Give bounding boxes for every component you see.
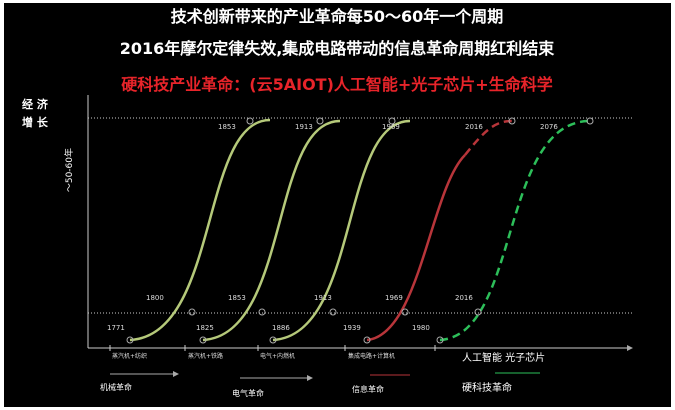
year: 1913: [295, 123, 313, 131]
title-line: 2016年摩尔定律失效,集成电路带动的信息革命周期红利结束: [120, 39, 556, 58]
year: 2016: [455, 294, 473, 302]
year: 1969: [382, 123, 400, 131]
era-label: 机械革命: [100, 382, 132, 392]
y-label: 经 济: [22, 97, 49, 111]
year: 1853: [218, 123, 236, 131]
year-labels: 1771 1800 1853 1825 1853 1913 1886 1913 …: [107, 123, 558, 332]
background: [4, 3, 671, 407]
year: 1939: [343, 324, 361, 332]
tech-label: 人工智能 光子芯片: [462, 351, 545, 364]
era-label: 信息革命: [352, 384, 384, 394]
year: 1886: [272, 324, 290, 332]
title-line: 硬科技产业革命：(云5AIOT)人工智能+光子芯片+生命科学: [121, 75, 552, 94]
year: 1800: [146, 294, 164, 302]
tech-label: 电气+内燃机: [260, 352, 295, 360]
year: 1853: [228, 294, 246, 302]
points: [126, 117, 594, 344]
y-label: 增 长: [22, 115, 49, 129]
period-label: ～50-60年: [63, 148, 75, 192]
year: 1825: [196, 324, 214, 332]
axes: [87, 95, 633, 351]
tech-label: 蒸汽机+纺织: [112, 352, 147, 360]
year: 1771: [107, 324, 125, 332]
year: 1913: [314, 294, 332, 302]
year: 1969: [385, 294, 403, 302]
tech-label: 集成电路+计算机: [348, 352, 395, 360]
year: 1980: [412, 324, 430, 332]
title-line: 技术创新带来的产业革命每50～60年一个周期: [171, 7, 504, 26]
era-label: 电气革命: [232, 388, 264, 398]
era-label: 硬科技革命: [462, 381, 512, 394]
tech-label: 蒸汽机+铁路: [188, 352, 223, 360]
year: 2076: [540, 123, 558, 131]
curves: [129, 118, 591, 342]
year: 2016: [465, 123, 483, 131]
